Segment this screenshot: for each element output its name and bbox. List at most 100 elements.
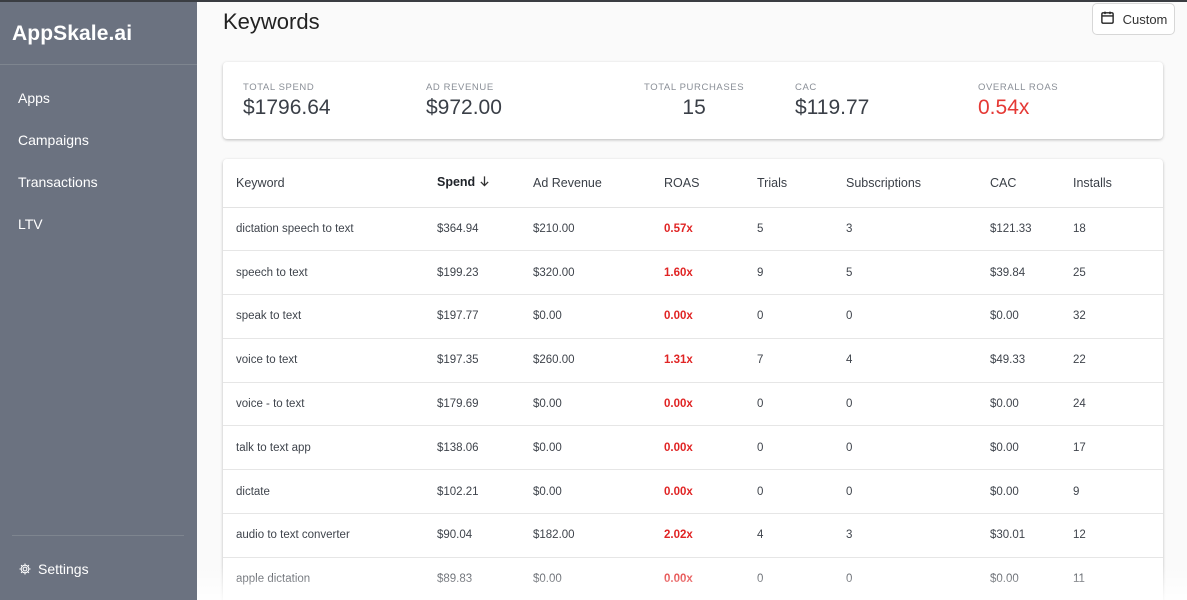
sidebar-item-settings[interactable]: Settings bbox=[18, 558, 89, 580]
cell-installs: 18 bbox=[1060, 207, 1163, 252]
cell-subscriptions: 0 bbox=[833, 557, 977, 600]
cell-installs: 9 bbox=[1060, 469, 1163, 515]
cell-roas: 2.02x bbox=[651, 513, 744, 558]
cell-ad-revenue: $0.00 bbox=[520, 469, 651, 515]
table-row[interactable]: speech to text $199.23 $320.00 1.60x 9 5 $39.8… bbox=[223, 250, 1163, 296]
sidebar-divider-bottom bbox=[12, 535, 184, 536]
cell-subscriptions: 0 bbox=[833, 382, 977, 427]
cell-cac: $0.00 bbox=[977, 469, 1060, 515]
sidebar-item-apps[interactable]: Apps bbox=[18, 90, 50, 106]
sidebar-item-transactions[interactable]: Transactions bbox=[18, 174, 98, 190]
cell-subscriptions: 0 bbox=[833, 469, 977, 515]
table-header-row: Keyword Spend Ad Revenue ROAS Trials Sub… bbox=[223, 159, 1163, 208]
cell-installs: 25 bbox=[1060, 250, 1163, 296]
cell-subscriptions: 5 bbox=[833, 250, 977, 296]
stat-cac: CAC $119.77 bbox=[795, 82, 869, 120]
cell-keyword: voice - to text bbox=[223, 382, 424, 427]
cell-installs: 17 bbox=[1060, 425, 1163, 471]
cell-subscriptions: 0 bbox=[833, 425, 977, 471]
keywords-table-card: Keyword Spend Ad Revenue ROAS Trials Sub… bbox=[223, 159, 1163, 600]
stat-total-purchases: TOTAL PURCHASES 15 bbox=[644, 82, 744, 120]
cell-trials: 0 bbox=[744, 382, 833, 427]
column-header-cac[interactable]: CAC bbox=[977, 159, 1060, 208]
cell-cac: $0.00 bbox=[977, 557, 1060, 600]
table-row[interactable]: dictate $102.21 $0.00 0.00x 0 0 $0.00 9 bbox=[223, 469, 1163, 515]
table-row[interactable]: audio to text converter $90.04 $182.00 2.02… bbox=[223, 513, 1163, 558]
stat-label: CAC bbox=[795, 82, 817, 93]
cell-cac: $0.00 bbox=[977, 425, 1060, 471]
brand-logo[interactable]: AppSkale.ai bbox=[12, 22, 133, 45]
cell-keyword: audio to text converter bbox=[223, 513, 424, 558]
stat-total-spend: TOTAL SPEND $1796.64 bbox=[243, 82, 331, 120]
cell-spend: $102.21 bbox=[424, 469, 520, 515]
sidebar-item-ltv[interactable]: LTV bbox=[18, 216, 43, 232]
date-range-label: Custom bbox=[1122, 11, 1168, 27]
cell-spend: $364.94 bbox=[424, 207, 520, 252]
cell-subscriptions: 3 bbox=[833, 207, 977, 252]
cell-trials: 7 bbox=[744, 338, 833, 383]
cell-subscriptions: 4 bbox=[833, 338, 977, 383]
cell-keyword: dictation speech to text bbox=[223, 207, 424, 252]
cell-spend: $179.69 bbox=[424, 382, 520, 427]
cell-trials: 5 bbox=[744, 207, 833, 252]
cell-cac: $0.00 bbox=[977, 382, 1060, 427]
cell-subscriptions: 0 bbox=[833, 294, 977, 339]
stat-ad-revenue: AD REVENUE $972.00 bbox=[426, 82, 502, 120]
column-header-subscriptions[interactable]: Subscriptions bbox=[833, 159, 977, 208]
cell-trials: 0 bbox=[744, 469, 833, 515]
cell-keyword: dictate bbox=[223, 469, 424, 515]
column-header-keyword[interactable]: Keyword bbox=[223, 159, 424, 208]
cell-ad-revenue: $210.00 bbox=[520, 207, 651, 252]
table-row[interactable]: voice to text $197.35 $260.00 1.31x 7 4 $49.33… bbox=[223, 338, 1163, 383]
stat-value: $972.00 bbox=[426, 96, 502, 119]
column-header-roas[interactable]: ROAS bbox=[651, 159, 744, 208]
stat-overall-roas: OVERALL ROAS 0.54x bbox=[978, 82, 1058, 120]
column-header-installs[interactable]: Installs bbox=[1060, 159, 1163, 208]
cell-ad-revenue: $0.00 bbox=[520, 294, 651, 339]
sidebar: AppSkale.ai Apps Campaigns Transactions … bbox=[0, 0, 197, 600]
cell-roas: 0.00x bbox=[651, 557, 744, 600]
cell-cac: $49.33 bbox=[977, 338, 1060, 383]
column-header-trials[interactable]: Trials bbox=[744, 159, 833, 208]
cell-cac: $39.84 bbox=[977, 250, 1060, 296]
cell-roas: 0.00x bbox=[651, 425, 744, 471]
cell-roas: 1.60x bbox=[651, 250, 744, 296]
stat-value: $119.77 bbox=[795, 96, 870, 119]
cell-spend: $197.77 bbox=[424, 294, 520, 339]
column-header-ad-revenue[interactable]: Ad Revenue bbox=[520, 159, 651, 208]
cell-trials: 0 bbox=[744, 425, 833, 471]
cell-roas: 0.00x bbox=[651, 469, 744, 515]
cell-spend: $89.83 bbox=[424, 557, 520, 600]
cell-installs: 24 bbox=[1060, 382, 1163, 427]
cell-roas: 0.00x bbox=[651, 382, 744, 427]
cell-spend: $138.06 bbox=[424, 425, 520, 471]
sidebar-nav: Apps Campaigns Transactions LTV bbox=[0, 77, 197, 245]
window-top-border bbox=[0, 0, 1187, 2]
cell-cac: $30.01 bbox=[977, 513, 1060, 558]
table-row[interactable]: apple dictation $89.83 $0.00 0.00x 0 0 $0.00 11 bbox=[223, 557, 1163, 600]
stats-summary-card: TOTAL SPEND $1796.64 AD REVENUE $972.00 … bbox=[223, 62, 1163, 139]
cell-subscriptions: 3 bbox=[833, 513, 977, 558]
cell-ad-revenue: $0.00 bbox=[520, 557, 651, 600]
cell-spend: $199.23 bbox=[424, 250, 520, 296]
stat-label: OVERALL ROAS bbox=[978, 82, 1059, 93]
cell-trials: 0 bbox=[744, 294, 833, 339]
cell-cac: $0.00 bbox=[977, 294, 1060, 339]
cell-trials: 4 bbox=[744, 513, 833, 558]
sidebar-divider bbox=[0, 64, 197, 65]
cell-ad-revenue: $182.00 bbox=[520, 513, 651, 558]
stat-label: AD REVENUE bbox=[426, 82, 494, 93]
stat-value: 15 bbox=[682, 96, 706, 119]
cell-roas: 1.31x bbox=[651, 338, 744, 383]
cell-ad-revenue: $260.00 bbox=[520, 338, 651, 383]
table-row[interactable]: dictation speech to text $364.94 $210.00 0.… bbox=[223, 207, 1163, 252]
calendar-icon bbox=[1100, 10, 1115, 28]
cell-cac: $121.33 bbox=[977, 207, 1060, 252]
cell-ad-revenue: $320.00 bbox=[520, 250, 651, 296]
sidebar-item-campaigns[interactable]: Campaigns bbox=[18, 132, 89, 148]
date-range-button[interactable]: Custom bbox=[1092, 3, 1175, 35]
column-header-spend[interactable]: Spend bbox=[424, 159, 520, 208]
table-row[interactable]: talk to text app $138.06 $0.00 0.00x 0 0 $0.00… bbox=[223, 425, 1163, 471]
table-row[interactable]: speak to text $197.77 $0.00 0.00x 0 0 $0.00 32 bbox=[223, 294, 1163, 339]
table-row[interactable]: voice - to text $179.69 $0.00 0.00x 0 0 $0.00 2… bbox=[223, 382, 1163, 427]
